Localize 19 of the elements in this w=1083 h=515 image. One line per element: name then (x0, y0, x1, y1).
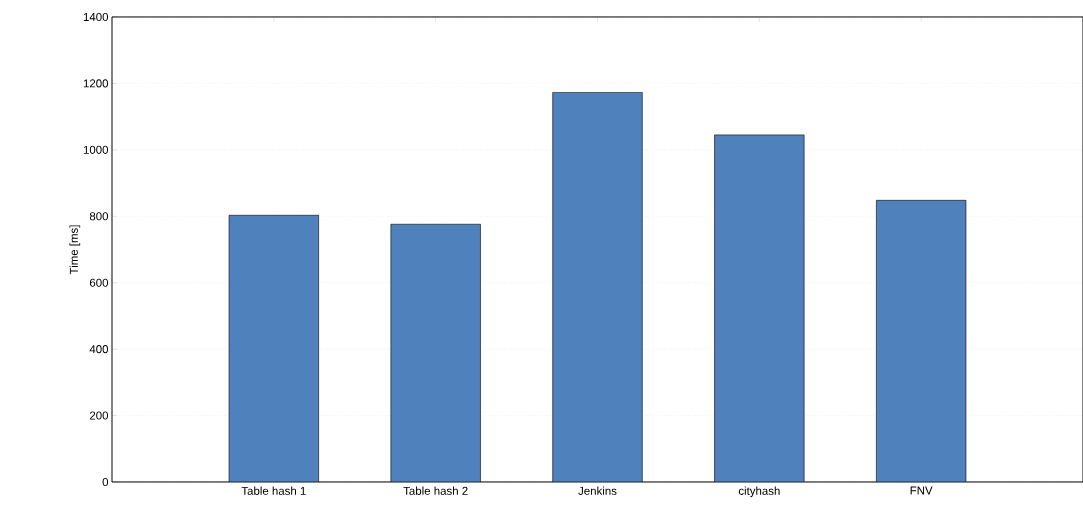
x-tick-label: cityhash (738, 486, 780, 498)
x-tick-label: FNV (910, 486, 933, 495)
y-axis-title: Time [ms] (69, 225, 81, 275)
y-tick-label: 1200 (83, 79, 109, 88)
y-tick-label: 200 (89, 411, 109, 420)
bar (876, 200, 967, 482)
x-tick-label: Table hash 2 (403, 486, 468, 495)
x-tick-label: Table hash 1 (241, 486, 306, 495)
y-tick-label: 800 (89, 212, 109, 221)
bar (228, 214, 319, 482)
y-tick-label: 400 (89, 345, 109, 354)
bar (390, 223, 481, 482)
y-tick-label: 0 (102, 477, 109, 487)
y-tick-label: 1000 (83, 145, 109, 154)
x-tick-label: Jenkins (578, 486, 617, 495)
bar (714, 134, 805, 482)
y-tick-label: 600 (89, 278, 109, 287)
y-tick-label: 1400 (83, 12, 109, 22)
bar (552, 92, 643, 482)
